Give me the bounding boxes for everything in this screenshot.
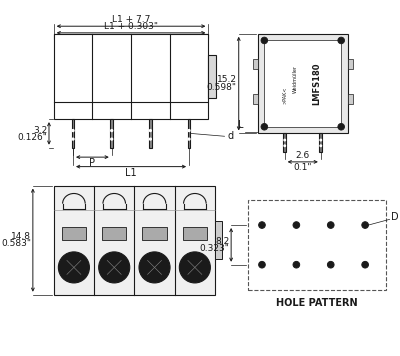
Circle shape	[330, 264, 332, 265]
Bar	[54, 34, 208, 119]
Bar	[215, 220, 222, 259]
Circle shape	[72, 138, 74, 140]
Text: 0.323": 0.323"	[199, 244, 229, 253]
Text: >PAK<: >PAK<	[282, 87, 287, 104]
Circle shape	[99, 252, 130, 283]
Circle shape	[150, 130, 151, 131]
Circle shape	[259, 222, 265, 229]
Text: 15.2: 15.2	[217, 75, 237, 84]
Circle shape	[150, 138, 151, 140]
Circle shape	[72, 130, 74, 131]
Circle shape	[364, 264, 366, 265]
Text: HOLE PATTERN: HOLE PATTERN	[276, 298, 358, 308]
Bar	[283, 134, 286, 152]
Text: P: P	[89, 158, 95, 168]
Text: 0.1": 0.1"	[294, 163, 312, 172]
Circle shape	[261, 264, 263, 265]
Circle shape	[188, 138, 190, 140]
Bar	[142, 227, 167, 240]
Bar	[248, 200, 386, 290]
Circle shape	[111, 130, 113, 131]
Text: 0.598": 0.598"	[207, 83, 237, 92]
Bar	[62, 227, 86, 240]
Circle shape	[296, 224, 297, 226]
Bar	[253, 59, 258, 69]
Text: D: D	[390, 213, 398, 222]
Circle shape	[328, 222, 334, 229]
Circle shape	[320, 139, 322, 141]
Bar	[208, 55, 216, 98]
Bar	[110, 119, 113, 148]
Bar	[149, 119, 152, 148]
Bar	[183, 227, 207, 240]
Bar	[54, 34, 208, 40]
Text: 0.583": 0.583"	[1, 240, 31, 248]
Text: Weidmüller: Weidmüller	[293, 65, 298, 93]
Circle shape	[58, 252, 90, 283]
Bar	[253, 94, 258, 104]
Circle shape	[111, 138, 113, 140]
Bar	[72, 119, 74, 148]
Text: L: L	[238, 120, 243, 130]
Text: LMFS180: LMFS180	[312, 62, 321, 105]
Circle shape	[261, 37, 268, 44]
Circle shape	[338, 37, 344, 44]
Circle shape	[328, 261, 334, 268]
Circle shape	[261, 224, 263, 226]
Circle shape	[293, 261, 300, 268]
Text: 0.126": 0.126"	[17, 133, 47, 142]
Circle shape	[338, 124, 344, 130]
Circle shape	[320, 145, 322, 147]
Text: L1 + 7.7: L1 + 7.7	[112, 15, 150, 24]
Bar	[54, 185, 215, 295]
Circle shape	[104, 257, 125, 278]
Circle shape	[184, 257, 206, 278]
Circle shape	[259, 261, 265, 268]
Text: 8.2: 8.2	[215, 237, 229, 246]
Text: 2.6: 2.6	[296, 151, 310, 160]
Circle shape	[362, 222, 368, 229]
Circle shape	[179, 252, 210, 283]
Circle shape	[261, 124, 268, 130]
Circle shape	[284, 139, 286, 141]
Circle shape	[364, 224, 366, 226]
Bar	[264, 41, 341, 127]
Circle shape	[284, 145, 286, 147]
Text: 3.2: 3.2	[33, 126, 47, 135]
Text: 14.8: 14.8	[11, 232, 31, 241]
Bar	[102, 227, 126, 240]
Bar	[319, 134, 322, 152]
Circle shape	[330, 224, 332, 226]
Circle shape	[144, 257, 165, 278]
Bar	[348, 94, 352, 104]
Circle shape	[63, 257, 84, 278]
Text: L1 + 0.303": L1 + 0.303"	[104, 22, 158, 31]
Bar	[258, 34, 348, 134]
Circle shape	[296, 264, 297, 265]
Bar	[188, 119, 190, 148]
Circle shape	[362, 261, 368, 268]
Circle shape	[139, 252, 170, 283]
Bar	[348, 59, 352, 69]
Text: d: d	[227, 131, 234, 141]
Text: L1: L1	[125, 168, 137, 178]
Circle shape	[188, 130, 190, 131]
Circle shape	[293, 222, 300, 229]
